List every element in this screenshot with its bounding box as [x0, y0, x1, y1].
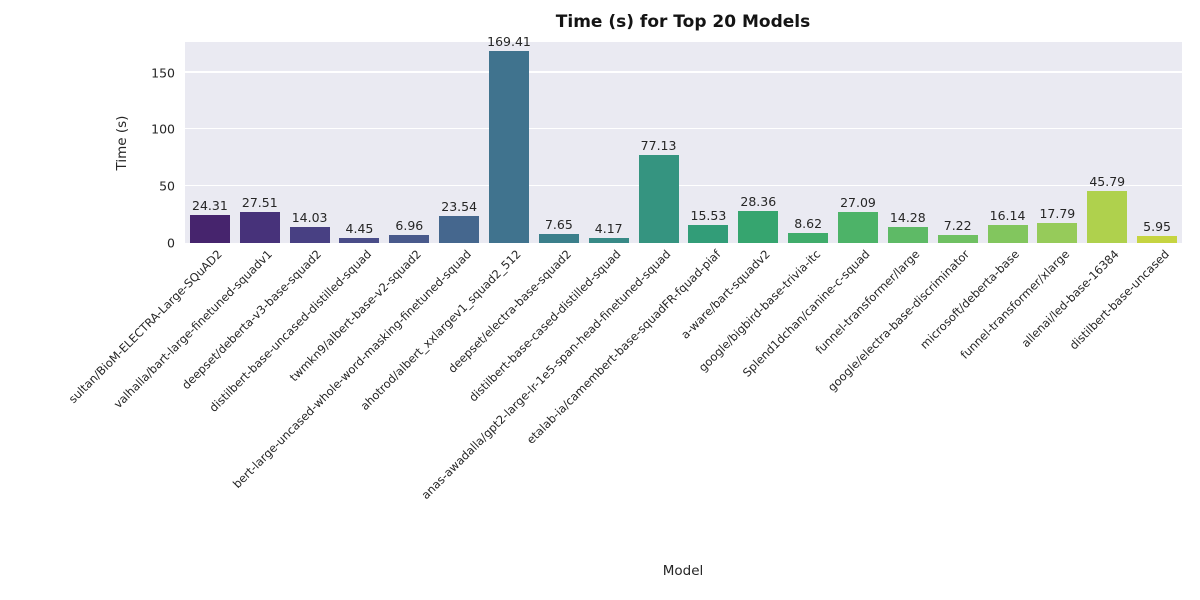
y-tick-label: 50	[159, 178, 175, 194]
bar-value-label: 24.31	[192, 198, 228, 214]
bar	[837, 212, 878, 243]
x-tick-label: anas-awadalla/gpt2-large-lr-1e5-span-hea…	[418, 247, 674, 502]
bar	[638, 155, 679, 243]
bar-value-label: 7.22	[943, 217, 972, 233]
x-tick-label: microsoft/deberta-base	[917, 247, 1023, 352]
y-tick-label: 100	[151, 121, 175, 137]
bar-value-label: 77.13	[640, 138, 677, 154]
bar	[1137, 236, 1178, 243]
bar-value-label: 4.45	[345, 220, 374, 236]
bar-value-label: 23.54	[441, 199, 478, 215]
bar-value-label: 15.53	[690, 208, 727, 224]
bar	[1087, 191, 1128, 243]
gridline	[185, 128, 1182, 130]
bar	[738, 210, 779, 243]
bar-value-label: 14.03	[291, 210, 328, 226]
bar	[937, 234, 978, 243]
x-axis-title: Model	[662, 563, 704, 579]
bar-value-label: 17.79	[1039, 205, 1076, 221]
bar-value-label: 5.95	[1143, 219, 1171, 235]
bar-value-label: 169.41	[487, 33, 531, 49]
x-tick-label: a-ware/bart-squadv2	[678, 247, 774, 342]
bar	[1037, 222, 1078, 243]
bar-value-label: 4.17	[594, 221, 623, 237]
x-tick-label: bert-large-uncased-whole-word-masking-fi…	[230, 247, 475, 492]
bar-value-label: 8.62	[794, 216, 823, 232]
chart-title: Time (s) for Top 20 Models	[555, 12, 811, 32]
bar	[289, 227, 330, 243]
y-tick-label: 0	[167, 235, 175, 251]
x-tick-label: allenai/led-base-16384	[1019, 247, 1123, 351]
bar-value-label: 27.51	[241, 194, 278, 210]
bar	[339, 237, 380, 243]
bar-value-label: 16.14	[989, 207, 1026, 223]
bar-value-label: 7.65	[544, 217, 573, 233]
bar	[439, 216, 480, 243]
bar	[987, 224, 1028, 243]
bar-value-label: 45.79	[1089, 174, 1126, 189]
gridline	[185, 71, 1182, 73]
bar	[588, 238, 629, 243]
y-tick-label: 150	[151, 65, 175, 81]
bar	[887, 226, 928, 243]
bar	[788, 233, 829, 243]
plot-area	[185, 42, 1182, 243]
bar	[688, 225, 729, 243]
gridline	[185, 184, 1182, 187]
bar	[489, 50, 530, 243]
bar	[538, 234, 579, 243]
bar	[189, 215, 230, 243]
bar	[239, 211, 280, 243]
x-tick-label: distilbert-base-uncased	[1066, 247, 1172, 353]
bar-value-label: 6.96	[395, 218, 424, 234]
bar	[389, 235, 430, 243]
bar-value-label: 27.09	[840, 195, 876, 211]
bar-value-label: 14.28	[889, 209, 926, 225]
bar-value-label: 28.36	[740, 193, 777, 209]
